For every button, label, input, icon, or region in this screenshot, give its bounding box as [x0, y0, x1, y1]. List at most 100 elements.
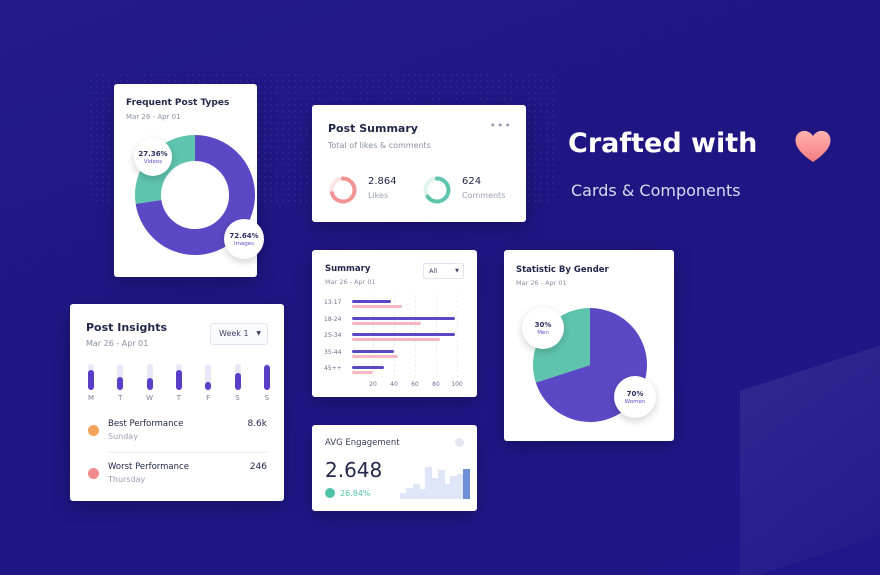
- avg-engagement-card: AVG Engagement 2.648 26.84%: [312, 425, 477, 511]
- card-title: Frequent Post Types: [126, 98, 230, 108]
- background-decor-block: [740, 339, 880, 575]
- engagement-bar: [431, 478, 439, 499]
- day-bar-fill: [88, 370, 94, 390]
- day-bar: [117, 364, 124, 390]
- post-insights-card: Post Insights Mar 26 - Apr 01 Week 1 ▼ M…: [70, 304, 284, 501]
- summary-bar: [352, 305, 403, 308]
- day-label: M: [87, 394, 95, 402]
- day-bar: [263, 364, 270, 390]
- men-percent-bubble: 30% Men: [522, 307, 564, 349]
- week-select[interactable]: Week 1 ▼: [210, 323, 268, 345]
- hero-subtitle: Cards & Components: [571, 181, 741, 200]
- day-label: F: [206, 394, 211, 402]
- grid-line: [394, 295, 395, 377]
- day-label: T: [118, 394, 123, 402]
- category-label: 25-34: [324, 332, 342, 339]
- x-tick-label: 80: [432, 381, 440, 388]
- engagement-bar: [412, 484, 420, 499]
- category-label: 45++: [324, 365, 342, 372]
- best-performance-value: 8.6k: [247, 419, 267, 429]
- day-bar-fill: [117, 377, 124, 390]
- day-bar-fill: [146, 378, 153, 390]
- day-label: T: [176, 394, 182, 402]
- day-bar-fill: [205, 382, 212, 390]
- grid-line: [415, 295, 416, 377]
- day-bar-fill: [175, 370, 182, 390]
- card-title: Post Insights: [86, 321, 168, 334]
- x-tick-label: 60: [411, 381, 419, 388]
- filter-value: All: [429, 267, 438, 275]
- day-bar: [146, 364, 153, 390]
- summary-bar: [352, 333, 455, 336]
- card-title: AVG Engagement: [325, 438, 400, 448]
- arrow-up-icon: [325, 488, 335, 498]
- day-bar: [234, 364, 241, 390]
- more-horizontal-icon[interactable]: •••: [489, 119, 512, 132]
- date-range: Mar 26 - Apr 01: [516, 279, 567, 287]
- summary-bar: [352, 316, 455, 320]
- x-tick-label: 40: [390, 381, 398, 388]
- category-label: 35-44: [324, 348, 342, 356]
- gender-statistic-card: Statistic By Gender Mar 26 - Apr 01 30% …: [504, 250, 674, 441]
- summary-bar: [352, 371, 373, 374]
- day-bar-fill: [234, 373, 241, 390]
- engagement-value: 2.648: [325, 458, 383, 482]
- caret-down-icon: ▼: [455, 268, 459, 274]
- videos-percent-bubble: 27.36% Videos: [134, 138, 172, 176]
- engagement-bar: [400, 493, 407, 499]
- post-summary-card: Post Summary Total of likes & comments •…: [312, 105, 526, 222]
- caret-down-icon: ▼: [256, 330, 261, 337]
- worst-performance-day: Thursday: [108, 475, 146, 484]
- images-percent-bubble: 72.64% Images: [224, 219, 264, 259]
- women-percent: 70%: [626, 389, 644, 398]
- worst-performance-title: Worst Performance: [108, 462, 189, 472]
- grid-line: [373, 295, 374, 377]
- day-label: W: [146, 394, 154, 402]
- day-bar: [175, 364, 182, 390]
- comments-ring-icon: [423, 176, 451, 204]
- week-select-value: Week 1: [219, 329, 249, 338]
- grid-line: [436, 295, 437, 377]
- engagement-bar: [463, 469, 470, 499]
- category-label: 18-24: [324, 315, 342, 323]
- card-title: Summary: [325, 264, 371, 274]
- divider: [108, 452, 268, 453]
- summary-filter-select[interactable]: All ▼: [423, 263, 464, 279]
- comments-label: Comments: [462, 191, 506, 200]
- grid-line: [457, 295, 458, 377]
- category-label: 13-17: [324, 299, 342, 306]
- card-title: Statistic By Gender: [516, 265, 609, 275]
- date-range: Mar 26 - Apr 01: [86, 339, 149, 348]
- info-icon[interactable]: [455, 438, 464, 447]
- engagement-bar: [425, 467, 433, 499]
- card-title: Post Summary: [328, 122, 418, 135]
- engagement-bar: [450, 476, 458, 499]
- summary-bar: [352, 354, 399, 358]
- women-label: Women: [624, 398, 646, 405]
- likes-ring-icon: [329, 176, 357, 204]
- day-label: S: [235, 394, 240, 402]
- day-label: S: [264, 394, 270, 402]
- heart-icon: [795, 130, 831, 162]
- summary-bar: [352, 366, 384, 369]
- best-performance-title: Best Performance: [108, 419, 184, 429]
- likes-value: 2.864: [368, 176, 397, 187]
- images-label: Images: [233, 240, 255, 247]
- best-performance-day: Sunday: [108, 432, 138, 441]
- engagement-bar: [406, 488, 414, 499]
- date-range: Mar 26 - Apr 01: [325, 278, 376, 286]
- frequent-post-types-card: Frequent Post Types Mar 26 - Apr 01 27.3…: [114, 84, 264, 277]
- worst-performance-value: 246: [249, 462, 267, 472]
- x-tick-label: 20: [369, 381, 377, 388]
- images-percent: 72.64%: [229, 231, 259, 240]
- comments-value: 624: [462, 176, 482, 187]
- engagement-bar: [418, 489, 426, 499]
- engagement-bar: [456, 474, 464, 499]
- date-range: Mar 26 - Apr 01: [126, 113, 181, 121]
- day-bar: [205, 364, 212, 390]
- engagement-trend: 26.84%: [340, 489, 371, 498]
- summary-bar: [352, 300, 391, 303]
- videos-label: Videos: [143, 158, 163, 165]
- smile-icon: [88, 425, 99, 436]
- summary-bar: [352, 321, 422, 325]
